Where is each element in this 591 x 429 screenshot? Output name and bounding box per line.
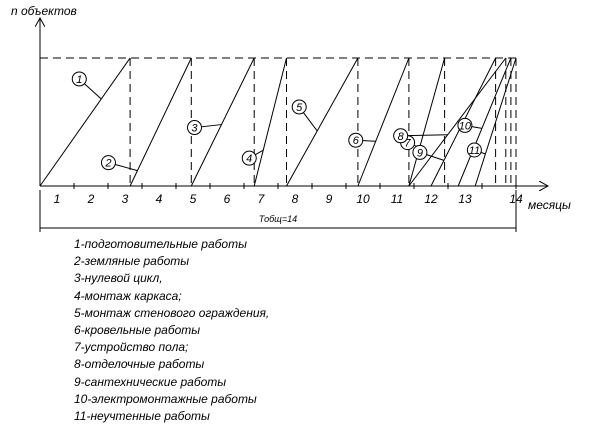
- work-markers: 1 2 3 4 5 6 789 10 11: [71, 71, 486, 172]
- x-tick-label: 11: [391, 192, 403, 206]
- x-tick-label: 5: [190, 192, 197, 206]
- marker-label-11: 11: [469, 145, 480, 157]
- legend-item: 11-неучтенные работы: [74, 408, 210, 423]
- marker-circle-4: [241, 150, 257, 166]
- marker-label-1: 1: [76, 74, 82, 86]
- legend: 1-подготовительные работы 2-земляные раб…: [74, 236, 269, 425]
- x-tick-label: 1: [54, 192, 61, 206]
- x-tick-label: 8: [292, 192, 299, 206]
- x-tick-label: 4: [156, 192, 163, 206]
- work-line-4: [253, 57, 287, 187]
- marker-circle-2: [100, 155, 116, 171]
- x-tick-label: 2: [87, 192, 95, 206]
- x-tick-label: 7: [258, 192, 266, 206]
- work-line-10: [457, 57, 512, 187]
- work-line-8: [408, 57, 507, 187]
- work-lines: [39, 57, 517, 187]
- marker-circle-6: [348, 132, 364, 148]
- x-tick-label: 3: [122, 192, 129, 206]
- legend-item: 10-электромонтажные работы: [74, 391, 257, 406]
- legend-item: 4-монтаж каркаса;: [74, 288, 182, 303]
- x-tick-label: 12: [424, 192, 438, 206]
- legend-item: 6-кровельные работы: [74, 322, 201, 337]
- marker-label-2: 2: [104, 158, 111, 170]
- x-axis-label: месяцы: [528, 198, 571, 212]
- legend-item: 7-устройство пола;: [74, 340, 189, 355]
- legend-item: 1-подготовительные работы: [74, 237, 247, 251]
- x-tick-label: 9: [326, 192, 333, 206]
- legend-item: 8-отделочные работы: [74, 357, 205, 372]
- marker-circle-5: [291, 99, 307, 115]
- total-duration-bar: Тобщ=14: [39, 190, 517, 232]
- marker-label-9: 9: [417, 147, 423, 159]
- x-tick-label: 6: [224, 192, 231, 206]
- marker-label-10: 10: [459, 120, 472, 132]
- marker-label-5: 5: [296, 102, 303, 114]
- marker-circle-9: [412, 144, 428, 160]
- legend-item: 5-монтаж стенового ограждения,: [74, 305, 270, 320]
- marker-circle-11: [466, 142, 482, 158]
- legend-item: 3-нулевой цикл,: [74, 271, 163, 286]
- marker-circle-1: [71, 71, 87, 87]
- legend-item: 9-сантехнические работы: [74, 374, 227, 389]
- marker-label-3: 3: [191, 123, 198, 135]
- work-line-3: [190, 57, 255, 187]
- work-line-5: [286, 57, 359, 187]
- marker-label-6: 6: [353, 135, 360, 147]
- work-line-2: [129, 57, 192, 187]
- work-line-11: [474, 57, 517, 187]
- marker-circle-10: [457, 117, 473, 133]
- marker-circle-3: [186, 120, 202, 136]
- total-duration-label: Тобщ=14: [259, 214, 297, 224]
- marker-label-8: 8: [398, 131, 405, 143]
- marker-label-4: 4: [246, 153, 252, 165]
- legend-item: 2-земляные работы: [74, 254, 190, 269]
- work-line-1: [39, 57, 131, 187]
- work-line-7: [408, 57, 446, 187]
- work-line-6: [357, 57, 410, 187]
- x-tick-label: 13: [458, 192, 472, 206]
- section-dividers: [129, 58, 517, 186]
- marker-circle-8: [393, 128, 409, 144]
- y-axis-label: n объектов: [11, 4, 77, 18]
- marker-leader-8: [400, 134, 448, 137]
- marker-label-7: 7: [405, 138, 412, 150]
- x-tick-label: 10: [356, 192, 370, 206]
